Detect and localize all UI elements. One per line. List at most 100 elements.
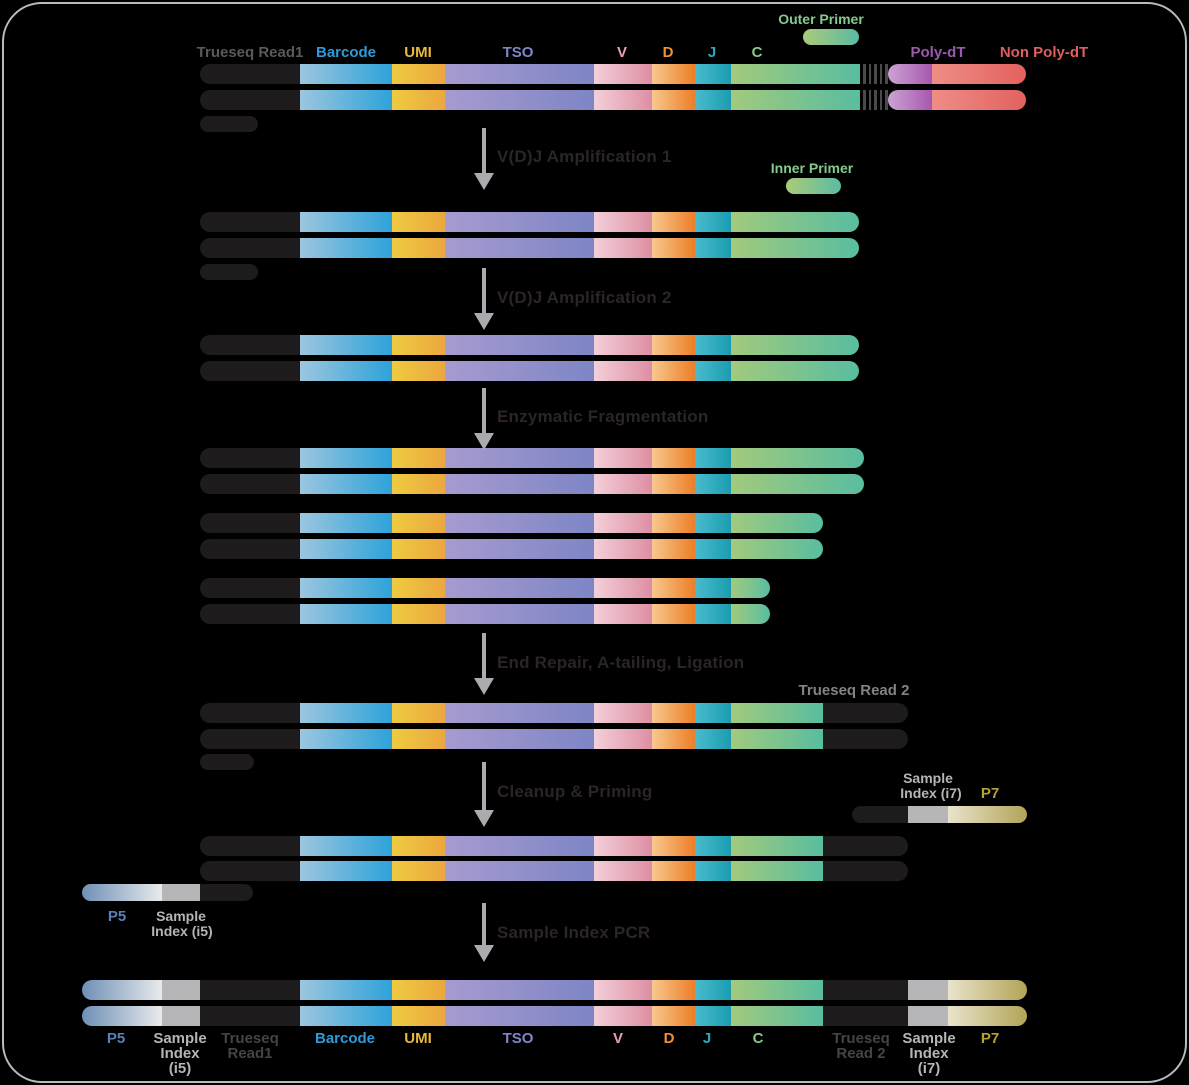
segment-c [731, 729, 823, 749]
segment-d [652, 474, 695, 494]
segment-c [731, 64, 860, 84]
segment-c [731, 448, 864, 468]
segment-d [652, 448, 695, 468]
segment-tso [445, 361, 594, 381]
label-v-bottom: V [612, 1030, 624, 1047]
label-umi-top: UMI [404, 44, 432, 61]
label-c-bottom: C [752, 1030, 764, 1047]
segment-c [731, 212, 859, 232]
segment-tso [445, 1006, 594, 1026]
segment-d [652, 980, 695, 1000]
label-sample-i5-bottom-1: Sample [153, 1030, 207, 1047]
segment-c [731, 1006, 823, 1026]
segment-d [652, 539, 695, 559]
arrow-down-icon [474, 633, 494, 695]
segment-tr2 [823, 861, 908, 881]
segment-j [695, 513, 731, 533]
label-trueseq-read2: Trueseq Read 2 [798, 682, 910, 699]
label-barcode-top: Barcode [315, 44, 377, 61]
segment-p7 [948, 980, 1027, 1000]
segment-j [695, 729, 731, 749]
segment-v [594, 90, 652, 110]
segment-j [695, 64, 731, 84]
break-hatch-mark [874, 64, 877, 84]
segment-umi [392, 1006, 445, 1026]
segment-tso [445, 861, 594, 881]
segment-barcode [300, 604, 392, 624]
segment-tr2 [823, 836, 908, 856]
label-tso-top: TSO [502, 44, 534, 61]
label-umi-bottom: UMI [404, 1030, 432, 1047]
label-sample-i7-line1: Sample [903, 770, 953, 786]
segment-read1 [200, 474, 300, 494]
label-trueseq-read1-bottom-1: Trueseq [221, 1030, 279, 1047]
label-d-bottom: D [663, 1030, 675, 1047]
segment-p7 [948, 1006, 1027, 1026]
segment-barcode [300, 980, 392, 1000]
break-hatch-mark [868, 90, 871, 110]
segment-j [695, 539, 731, 559]
segment-umi [392, 861, 445, 881]
segment-tr2 [823, 703, 908, 723]
segment-d [652, 335, 695, 355]
arrow-down-icon [474, 128, 494, 190]
segment-umi [392, 361, 445, 381]
label-sample-i7-bottom-1: Sample [902, 1030, 956, 1047]
segment-c [731, 238, 859, 258]
segment-j [695, 90, 731, 110]
segment-barcode [300, 729, 392, 749]
label-trueseq-read2-bottom-2: Read 2 [836, 1045, 886, 1062]
label-tso-bottom: TSO [502, 1030, 534, 1047]
label-sample-i7-line2: Index (i7) [900, 785, 962, 801]
segment-j [695, 448, 731, 468]
segment-d [652, 64, 695, 84]
segment-c [731, 361, 859, 381]
segment-primer [786, 178, 841, 194]
segment-nonpolydt [932, 64, 1026, 84]
break-hatch-mark [879, 64, 882, 84]
segment-v [594, 539, 652, 559]
break-hatch-mark [879, 90, 882, 110]
segment-barcode [300, 1006, 392, 1026]
segment-tr2 [823, 729, 908, 749]
segment-umi [392, 578, 445, 598]
segment-v [594, 578, 652, 598]
segment-black [200, 754, 254, 770]
label-d-top: D [662, 44, 674, 61]
segment-j [695, 1006, 731, 1026]
segment-barcode [300, 212, 392, 232]
segment-black [852, 806, 908, 823]
segment-black [200, 884, 253, 901]
segment-read1 [200, 335, 300, 355]
label-c-top: C [751, 44, 763, 61]
segment-read1 [200, 212, 300, 232]
segment-read1 [200, 539, 300, 559]
segment-umi [392, 212, 445, 232]
arrow-down-icon [474, 762, 494, 827]
segment-tso [445, 212, 594, 232]
segment-d [652, 729, 695, 749]
segment-c [731, 335, 859, 355]
label-sample-i7-bottom-2: Index [909, 1045, 949, 1062]
segment-read1 [200, 361, 300, 381]
label-j-top: J [707, 44, 717, 61]
label-j-bottom: J [702, 1030, 712, 1047]
segment-v [594, 861, 652, 881]
segment-v [594, 448, 652, 468]
segment-tso [445, 836, 594, 856]
step-enzymatic-fragmentation: Enzymatic Fragmentation [497, 407, 709, 426]
segment-tso [445, 238, 594, 258]
label-polydt-top: Poly-dT [910, 44, 966, 61]
label-nonpolydt-top: Non Poly-dT [999, 44, 1089, 61]
segment-tso [445, 90, 594, 110]
label-v-top: V [616, 44, 628, 61]
segment-c [731, 861, 823, 881]
step-end-repair-ligation: End Repair, A-tailing, Ligation [497, 653, 745, 672]
break-hatch-mark [885, 90, 888, 110]
segment-barcode [300, 335, 392, 355]
segment-c [731, 578, 770, 598]
segment-nonpolydt [932, 90, 1026, 110]
segment-c [731, 836, 823, 856]
segment-read1 [200, 238, 300, 258]
segment-primer [803, 29, 859, 45]
